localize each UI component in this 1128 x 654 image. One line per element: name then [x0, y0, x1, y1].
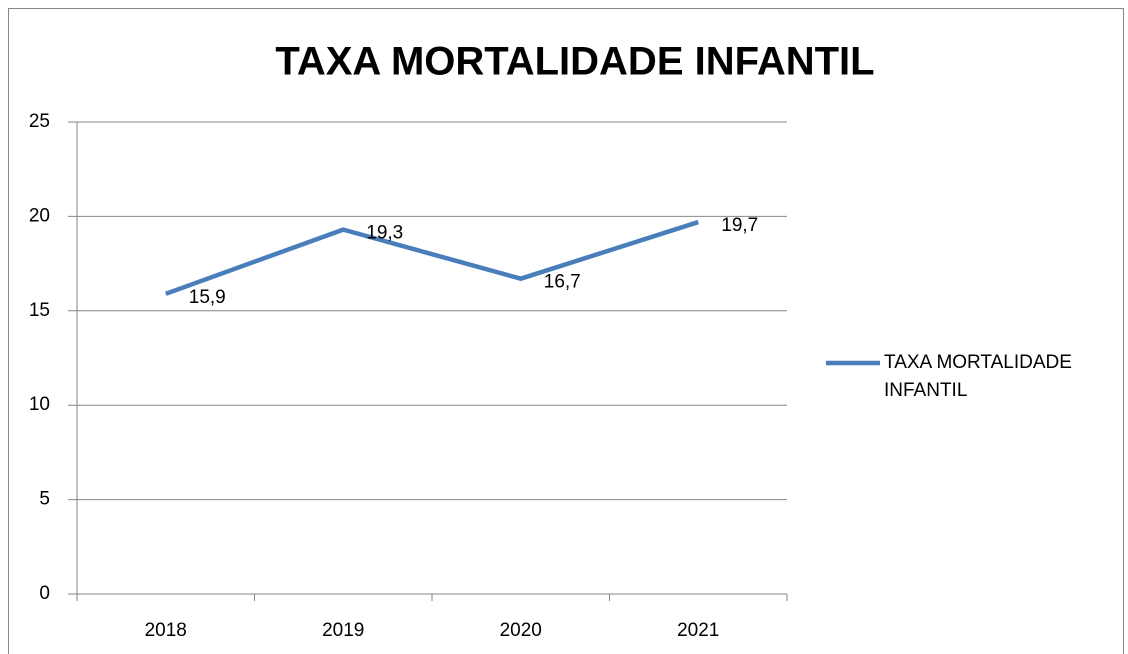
- data-line: [164, 219, 699, 296]
- y-tick-label: 25: [29, 111, 50, 132]
- x-tick-label: 2021: [677, 620, 719, 641]
- y-tick-label: 5: [39, 489, 50, 510]
- x-tick-label: 2020: [500, 620, 542, 641]
- data-label: 19,7: [721, 215, 758, 236]
- y-tick-label: 15: [29, 300, 50, 321]
- chart-title: TAXA MORTALIDADE INFANTIL: [275, 40, 874, 84]
- y-tick-label: 0: [39, 583, 50, 604]
- data-label: 16,7: [544, 272, 581, 293]
- x-tick-label: 2018: [145, 620, 187, 641]
- y-tick-label: 10: [29, 394, 50, 415]
- legend-label: TAXA MORTALIDADE INFANTIL: [884, 352, 1072, 401]
- chart-border: [8, 8, 1124, 654]
- x-tick-label: 2019: [322, 620, 364, 641]
- y-tick-label: 20: [29, 205, 50, 226]
- data-label: 15,9: [189, 287, 226, 308]
- data-label: 19,3: [366, 223, 403, 244]
